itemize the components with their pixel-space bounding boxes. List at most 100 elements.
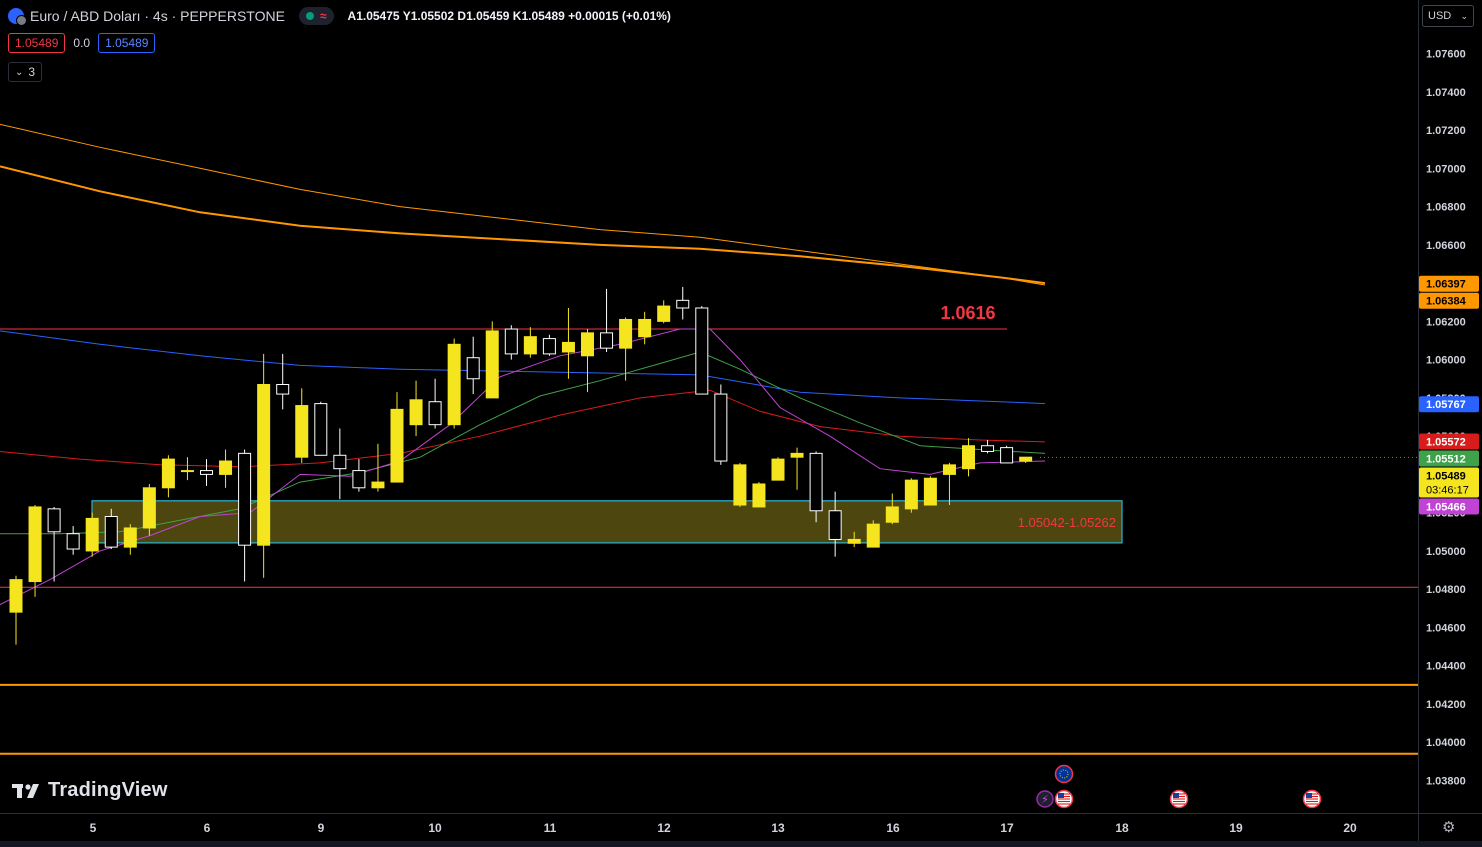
candle — [714, 384, 728, 465]
sell-button[interactable]: 1.05489 — [8, 33, 66, 53]
candle-body — [180, 470, 194, 473]
candle-body — [28, 506, 42, 583]
flash-event-icon: ⚡ — [1036, 790, 1054, 808]
price-axis[interactable]: 1.03800 1.04000 1.04200 1.04400 1.04600 1.048… — [1418, 0, 1482, 813]
price-tick: 1.04400 — [1426, 661, 1466, 673]
countdown-text: 03:46:17 — [1426, 485, 1469, 497]
us-flag-event-icon-2 — [1169, 789, 1189, 809]
gear-icon[interactable]: ⚙ — [1442, 819, 1456, 836]
time-tick: 18 — [1115, 821, 1129, 835]
price-label-text: 1.06384 — [1426, 296, 1467, 308]
candle-body — [295, 405, 309, 458]
bottom-strip — [0, 841, 1482, 847]
price-tick: 1.07200 — [1426, 125, 1466, 137]
time-tick: 13 — [771, 821, 785, 835]
time-tick: 12 — [657, 821, 671, 835]
candle-body — [790, 452, 804, 458]
currency-label: USD — [1428, 10, 1452, 22]
candle-body — [904, 479, 918, 510]
buy-button[interactable]: 1.05489 — [98, 33, 156, 53]
price-tick: 1.04200 — [1426, 699, 1466, 711]
candle-body — [676, 299, 690, 309]
candle — [180, 457, 194, 481]
price-tick: 1.06200 — [1426, 316, 1466, 328]
time-tick: 5 — [90, 821, 97, 835]
candle-body — [352, 470, 366, 489]
price-label-bg — [1419, 275, 1479, 292]
price-tick: 1.04800 — [1426, 584, 1466, 596]
candle-body — [85, 517, 99, 552]
candle — [219, 449, 233, 488]
candle-body — [962, 445, 975, 470]
time-tick: 20 — [1343, 821, 1357, 835]
market-status[interactable]: ≈ — [298, 7, 334, 25]
candle-body — [371, 481, 385, 489]
candle — [28, 505, 42, 597]
candle-body — [123, 527, 137, 548]
price-chart[interactable]: 1.05042-1.05262 1.0616 ⚡ — [0, 0, 1418, 813]
candle — [885, 493, 899, 525]
ohlc-values: A1.05475 Y1.05502 D1.05459 K1.05489 +0.0… — [347, 9, 671, 23]
candle-body — [600, 332, 614, 349]
candle-body — [866, 523, 880, 548]
eu-stars — [1059, 769, 1069, 779]
candle-body — [714, 393, 728, 462]
currency-select[interactable]: USD ⌄ — [1422, 5, 1474, 27]
time-axis[interactable]: 5 6 9 10 11 12 13 16 17 18 19 20 — [0, 813, 1418, 842]
ma-magenta — [0, 328, 1046, 605]
candle-body — [504, 328, 518, 355]
candle — [581, 329, 594, 393]
price-label-text: 1.05466 — [1426, 502, 1466, 514]
us-canton — [1306, 793, 1312, 798]
candle — [85, 512, 99, 557]
candle — [790, 447, 804, 490]
candle-body — [428, 401, 442, 426]
candle-body — [847, 538, 861, 544]
time-axis-scale[interactable]: 5 6 9 10 11 12 13 16 17 18 19 20 — [0, 814, 1418, 842]
indicators-toggle[interactable]: ⌄ 3 — [8, 62, 43, 82]
price-axis-scale[interactable]: 1.03800 1.04000 1.04200 1.04400 1.04600 1.048… — [1419, 0, 1482, 813]
candle-body — [238, 452, 252, 546]
symbol-title[interactable]: Euro / ABD Doları · 4s · PEPPERSTONE — [30, 8, 285, 24]
chart-pane[interactable]: 1.05042-1.05262 1.0616 ⚡ — [0, 0, 1418, 813]
candle — [428, 378, 442, 429]
candle — [600, 288, 614, 352]
candle-body — [733, 464, 747, 506]
brand-name: TradingView — [48, 779, 168, 801]
flash-glyph: ⚡ — [1041, 793, 1049, 806]
candle — [333, 428, 347, 500]
candle — [619, 317, 633, 381]
candle-body — [390, 408, 404, 483]
candle — [733, 462, 747, 507]
candle — [561, 307, 575, 379]
candle — [123, 524, 137, 555]
candle-body — [47, 508, 61, 533]
price-label-bg — [1419, 498, 1479, 515]
spread-value: 0.0 — [73, 36, 91, 50]
candle-body — [523, 336, 537, 355]
wave-icon: ≈ — [319, 9, 327, 23]
candle — [771, 457, 785, 481]
ma-orange-1-label: 1.06384 — [1419, 292, 1479, 309]
tradingview-logo[interactable]: TradingView — [12, 779, 168, 802]
candle-body — [314, 403, 328, 456]
candle — [238, 449, 252, 582]
candle — [66, 526, 80, 555]
indicator-count: 3 — [28, 65, 36, 79]
euro-dollar-flag-icon[interactable] — [8, 8, 27, 26]
bid-ask-row: 1.05489 0.0 1.05489 — [8, 33, 156, 53]
candle — [409, 380, 423, 437]
candle — [523, 327, 537, 358]
candle — [447, 338, 461, 429]
price-tick: 1.05000 — [1426, 546, 1466, 558]
candle — [904, 478, 918, 513]
price-label-text: 1.05572 — [1426, 437, 1466, 449]
ma-orange-2-label: 1.06397 — [1419, 275, 1479, 292]
candle — [828, 491, 842, 557]
candle-body — [771, 458, 785, 481]
time-tick: 6 — [204, 821, 211, 835]
candle — [161, 455, 175, 498]
price-label-bg — [1419, 450, 1479, 467]
price-label-bg — [1419, 433, 1479, 450]
candle — [295, 388, 309, 463]
